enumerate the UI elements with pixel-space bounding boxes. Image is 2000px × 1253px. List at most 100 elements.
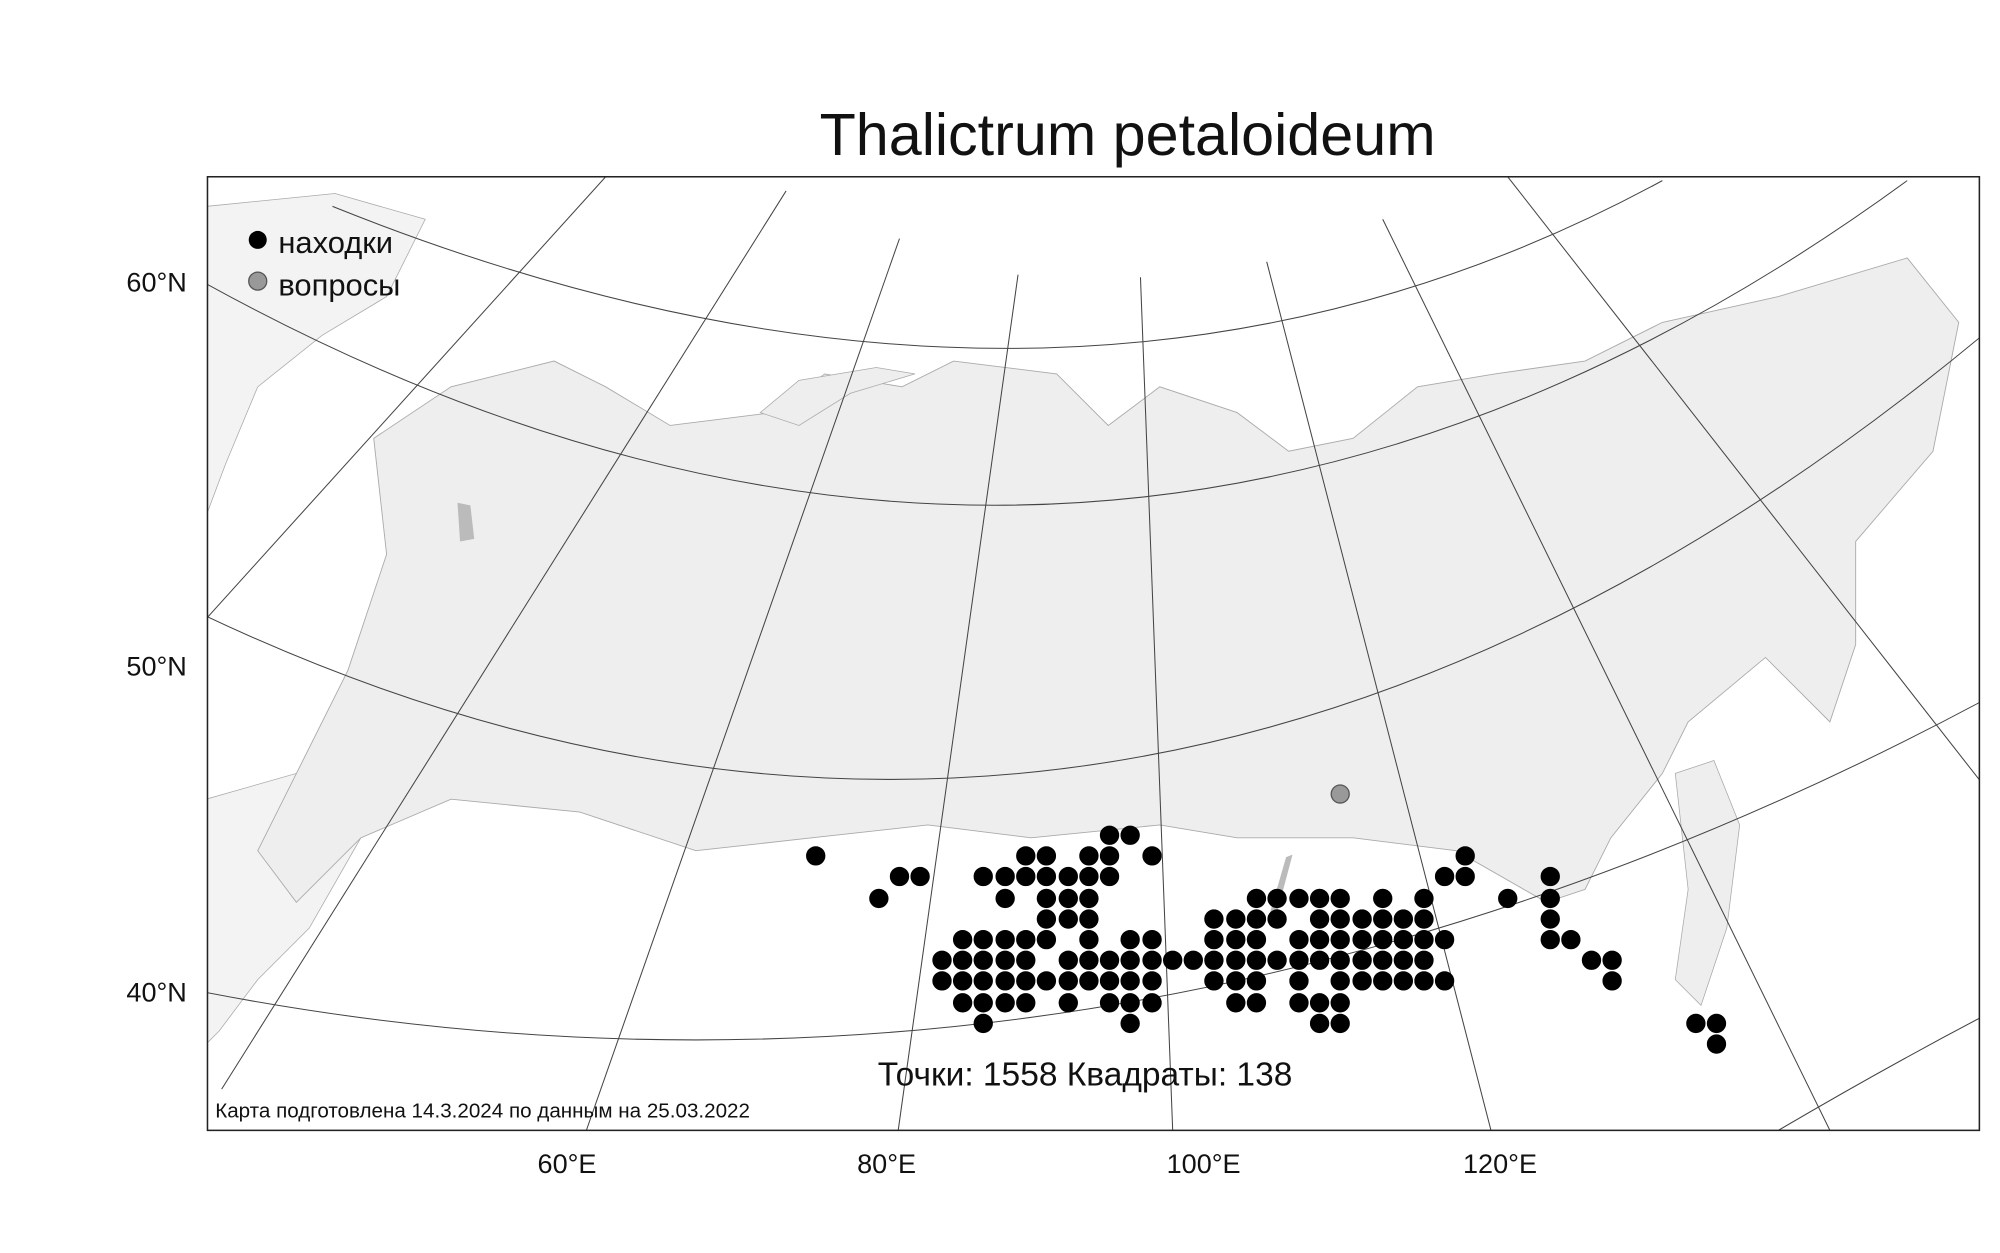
find-dot xyxy=(1142,929,1162,950)
find-dot xyxy=(1016,971,1036,991)
parallel xyxy=(207,180,1908,506)
find-dot xyxy=(1058,971,1078,991)
find-dot xyxy=(1540,888,1560,909)
legend-label: находки xyxy=(278,225,393,260)
find-dot xyxy=(1561,929,1581,950)
find-dot xyxy=(1455,866,1475,887)
find-dot xyxy=(1414,888,1434,909)
find-dot xyxy=(1498,888,1518,909)
find-dot xyxy=(1330,909,1350,929)
find-dot xyxy=(1142,993,1162,1013)
find-dot xyxy=(1058,866,1078,887)
meridian xyxy=(897,274,1019,1131)
find-dot xyxy=(1309,950,1330,970)
find-dot xyxy=(1706,1013,1727,1034)
find-dot xyxy=(1120,971,1140,991)
find-dot xyxy=(1183,950,1203,970)
find-dot xyxy=(1163,950,1183,970)
meridian xyxy=(585,238,900,1131)
find-dot xyxy=(1352,909,1372,929)
find-dot xyxy=(1581,950,1602,970)
find-dot xyxy=(1079,950,1099,970)
find-dot xyxy=(995,950,1015,970)
find-dot xyxy=(1393,950,1414,970)
lake xyxy=(457,502,475,542)
find-dot xyxy=(1330,950,1350,970)
find-dot xyxy=(995,929,1015,950)
find-dot xyxy=(1099,971,1120,991)
meridian xyxy=(207,176,607,619)
find-dot xyxy=(1016,929,1036,950)
lon-label: 60°E xyxy=(538,1149,597,1179)
lon-label: 100°E xyxy=(1167,1149,1241,1179)
find-dot xyxy=(1373,950,1393,970)
find-dot xyxy=(1373,909,1393,929)
find-dot xyxy=(995,993,1015,1013)
find-dot xyxy=(806,846,826,866)
find-dot xyxy=(1393,929,1414,950)
find-dot xyxy=(1434,929,1455,950)
map-title: Thalictrum petaloideum xyxy=(820,101,1436,168)
find-dot xyxy=(1267,950,1287,970)
find-dot xyxy=(1330,929,1350,950)
find-dot xyxy=(1309,909,1330,929)
find-dot xyxy=(1036,909,1057,929)
lat-label: 50°N xyxy=(126,651,186,681)
find-dot xyxy=(1120,825,1140,845)
find-dot xyxy=(1204,950,1224,970)
find-dot xyxy=(1204,929,1224,950)
find-dot xyxy=(1120,950,1140,970)
find-dot xyxy=(1226,929,1246,950)
lon-label: 120°E xyxy=(1463,1149,1537,1179)
land xyxy=(1674,760,1741,1007)
find-dot xyxy=(1142,846,1162,866)
footer-note: Карта подготовлена 14.3.2024 по данным н… xyxy=(215,1099,750,1122)
find-dot xyxy=(973,866,993,887)
find-dot xyxy=(1204,909,1224,929)
find-dot xyxy=(1120,929,1140,950)
legend-marker xyxy=(248,230,267,249)
find-dot xyxy=(1686,1013,1706,1034)
find-dot xyxy=(1330,971,1350,991)
find-dot xyxy=(1373,971,1393,991)
find-dot xyxy=(1267,888,1287,909)
find-dot xyxy=(1246,993,1267,1013)
find-dot xyxy=(1036,846,1057,866)
find-dot xyxy=(932,971,952,991)
find-dot xyxy=(1540,866,1560,887)
parallel xyxy=(332,180,1663,349)
meridian xyxy=(1139,277,1174,1131)
find-dot xyxy=(1352,950,1372,970)
find-dot xyxy=(1373,929,1393,950)
find-dot xyxy=(1099,950,1120,970)
find-dot xyxy=(973,993,993,1013)
find-dot xyxy=(1289,888,1309,909)
query-dot xyxy=(1330,784,1350,804)
find-dot xyxy=(1246,909,1267,929)
find-dot xyxy=(1289,971,1309,991)
find-dot xyxy=(1289,993,1309,1013)
find-dot xyxy=(1036,971,1057,991)
find-dot xyxy=(1099,866,1120,887)
find-dot xyxy=(1309,1013,1330,1034)
find-dot xyxy=(1079,866,1099,887)
legend-label: вопросы xyxy=(278,267,400,302)
find-dot xyxy=(1246,950,1267,970)
find-dot xyxy=(1099,993,1120,1013)
find-dot xyxy=(1246,971,1267,991)
island xyxy=(759,367,916,426)
find-dot xyxy=(952,993,973,1013)
find-dot xyxy=(1246,888,1267,909)
find-dot xyxy=(1058,950,1078,970)
meridian xyxy=(221,190,787,1090)
find-dot xyxy=(1309,888,1330,909)
find-dot xyxy=(1058,888,1078,909)
find-dot xyxy=(1602,971,1622,991)
find-dot xyxy=(1414,971,1434,991)
find-dot xyxy=(1309,993,1330,1013)
find-dot xyxy=(889,866,910,887)
find-dot xyxy=(1540,909,1560,929)
find-dot xyxy=(1226,993,1246,1013)
find-dot xyxy=(1016,866,1036,887)
find-dot xyxy=(1058,909,1078,929)
